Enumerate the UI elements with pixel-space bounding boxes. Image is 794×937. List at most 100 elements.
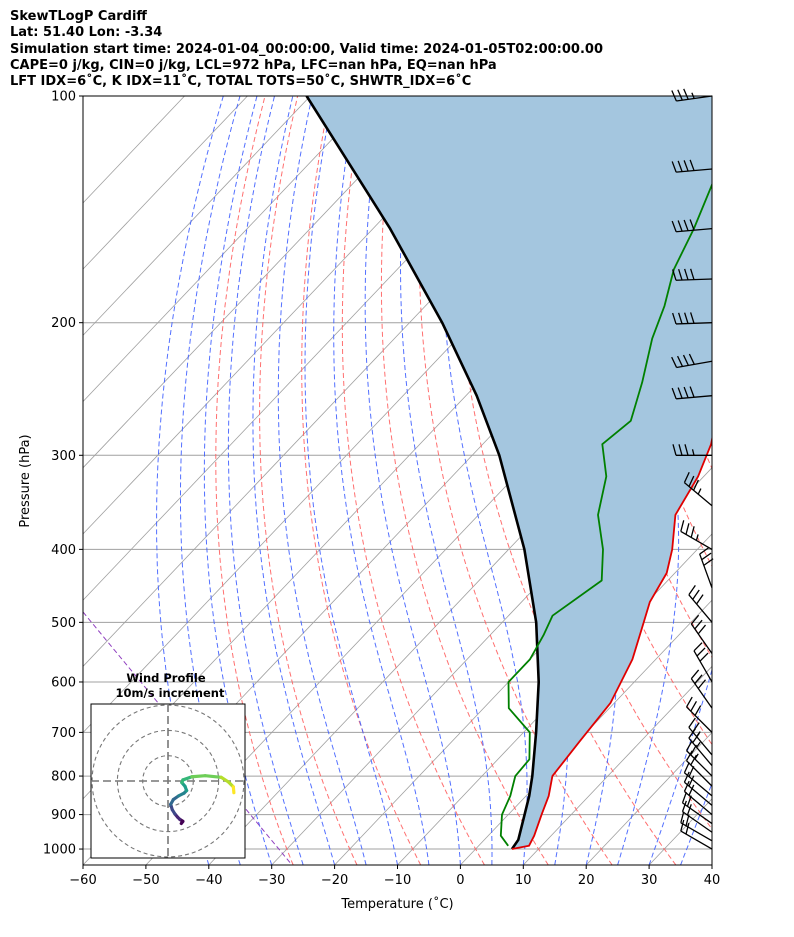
moist-adiabat: [156, 96, 224, 865]
y-tick-label: 200: [51, 316, 76, 331]
dry-adiabat: [341, 96, 485, 865]
wind-barb-flag: [680, 819, 685, 832]
wind-barb-staff: [684, 781, 713, 806]
wind-barb-flag: [671, 220, 677, 232]
wind-barb: [672, 312, 713, 325]
x-tick-label: −50: [132, 873, 159, 888]
wind-barb-half-flag: [695, 534, 699, 541]
wind-barb-flag: [685, 814, 690, 826]
hodograph-segment: [203, 774, 223, 779]
wind-barb-flag: [688, 353, 695, 365]
x-tick-label: 20: [578, 873, 595, 888]
wind-barb: [671, 353, 713, 369]
parcel-profile: [305, 96, 541, 850]
wind-barb-flag: [680, 520, 685, 532]
x-tick-label: −20: [321, 873, 348, 888]
wind-barb-flag: [677, 387, 683, 399]
wind-barb: [671, 219, 713, 233]
wind-barb-flag: [683, 771, 690, 783]
y-tick-label: 800: [51, 770, 76, 785]
wind-barb-flag: [693, 479, 699, 491]
wind-barb-flag: [692, 722, 700, 733]
wind-barb: [683, 471, 713, 507]
moist-adiabat: [304, 96, 398, 865]
chart-title: SkewTLogP Cardiff: [10, 9, 147, 24]
cape-shading: [306, 96, 712, 849]
wind-barb-flag: [690, 312, 695, 324]
wind-barb-flag: [672, 444, 677, 456]
wind-barb-flag: [689, 219, 695, 231]
wind-barb-flag: [688, 585, 696, 596]
wind-barb-flag: [677, 160, 683, 172]
dry-adiabat: [786, 96, 794, 865]
wind-barbs: [671, 88, 714, 850]
wind-barb-flag: [671, 161, 677, 173]
y-tick-label: 700: [51, 726, 76, 741]
y-tick-label: 1000: [43, 843, 76, 858]
temperature-profile: [511, 434, 712, 850]
stability-indices-line: CAPE=0 j/kg, CIN=0 j/kg, LCL=972 hPa, LF…: [10, 57, 497, 73]
moist-adiabat: [227, 96, 304, 865]
wind-barb: [693, 642, 713, 683]
wind-barb: [699, 546, 714, 589]
wind-barb-flag: [684, 312, 689, 324]
wind-barb-flag: [681, 791, 687, 804]
wind-barb: [685, 696, 713, 733]
wind-barb-flag: [683, 471, 690, 483]
wind-barb-staff: [686, 750, 713, 777]
wind-barb-flag: [677, 355, 684, 367]
wind-barb-flag: [684, 268, 689, 281]
wind-barb: [683, 771, 713, 806]
wind-barb-flag: [690, 268, 695, 280]
y-tick-label: 300: [51, 449, 76, 464]
y-tick-label: 100: [51, 90, 76, 105]
wind-barb-flag: [688, 475, 695, 487]
moist-adiabat: [364, 96, 461, 865]
wind-barb-half-flag: [696, 731, 701, 737]
moist-adiabat: [180, 96, 241, 865]
wind-barb-flag: [692, 589, 700, 600]
wind-barb: [671, 386, 713, 400]
moist-adiabat: [203, 96, 273, 865]
wind-barb-flag: [683, 780, 690, 792]
wind-barb-flag: [684, 444, 689, 456]
wind-barb-flag: [690, 526, 695, 538]
x-tick-label: −10: [384, 873, 411, 888]
moist-adiabat: [252, 96, 336, 865]
wind-barb-staff: [693, 650, 713, 683]
wind-barb-staff: [686, 760, 713, 787]
wind-barb-flag: [696, 647, 706, 657]
x-axis-label: Temperature (˚C): [340, 896, 453, 912]
wind-barb-flag: [686, 804, 692, 816]
dry-adiabat: [380, 96, 549, 865]
moist-adiabat: [440, 96, 528, 865]
wind-barb-flag: [682, 354, 689, 366]
moist-adiabat: [333, 96, 430, 865]
x-tick-label: −30: [258, 873, 285, 888]
wind-barb-flag: [671, 356, 678, 368]
y-tick-label: 400: [51, 543, 76, 558]
axes: −60 −50 −40 −30 −20 −10 0 10 20 30 40 100 200 300 400 5…: [43, 90, 720, 889]
wind-barb: [690, 614, 713, 654]
wind-barb-flag: [694, 674, 703, 685]
wind-barb-flag: [688, 775, 695, 787]
derived-indices-line: LFT IDX=6˚C, K IDX=11˚C, TOTAL TOTS=50˚C…: [10, 74, 472, 90]
wind-barb-flag: [685, 696, 693, 708]
dry-adiabat: [259, 96, 358, 865]
wind-barb-flag: [694, 619, 703, 630]
isotherm-line: [523, 665, 712, 865]
wind-barb-flag: [699, 652, 709, 662]
wind-barb-flag: [671, 387, 677, 400]
x-tick-label: 40: [704, 873, 721, 888]
moist-adiabat: [680, 782, 712, 865]
dry-adiabat: [754, 96, 794, 865]
dry-adiabat: [418, 96, 613, 865]
isotherm-line: [397, 533, 712, 865]
y-tick-label: 900: [51, 808, 76, 823]
location-line: Lat: 51.40 Lon: -3.34: [10, 25, 163, 41]
wind-barb: [685, 750, 713, 787]
wind-barb-flag: [690, 614, 700, 625]
wind-barb-flag: [685, 822, 690, 835]
wind-barb-flag: [696, 594, 704, 605]
